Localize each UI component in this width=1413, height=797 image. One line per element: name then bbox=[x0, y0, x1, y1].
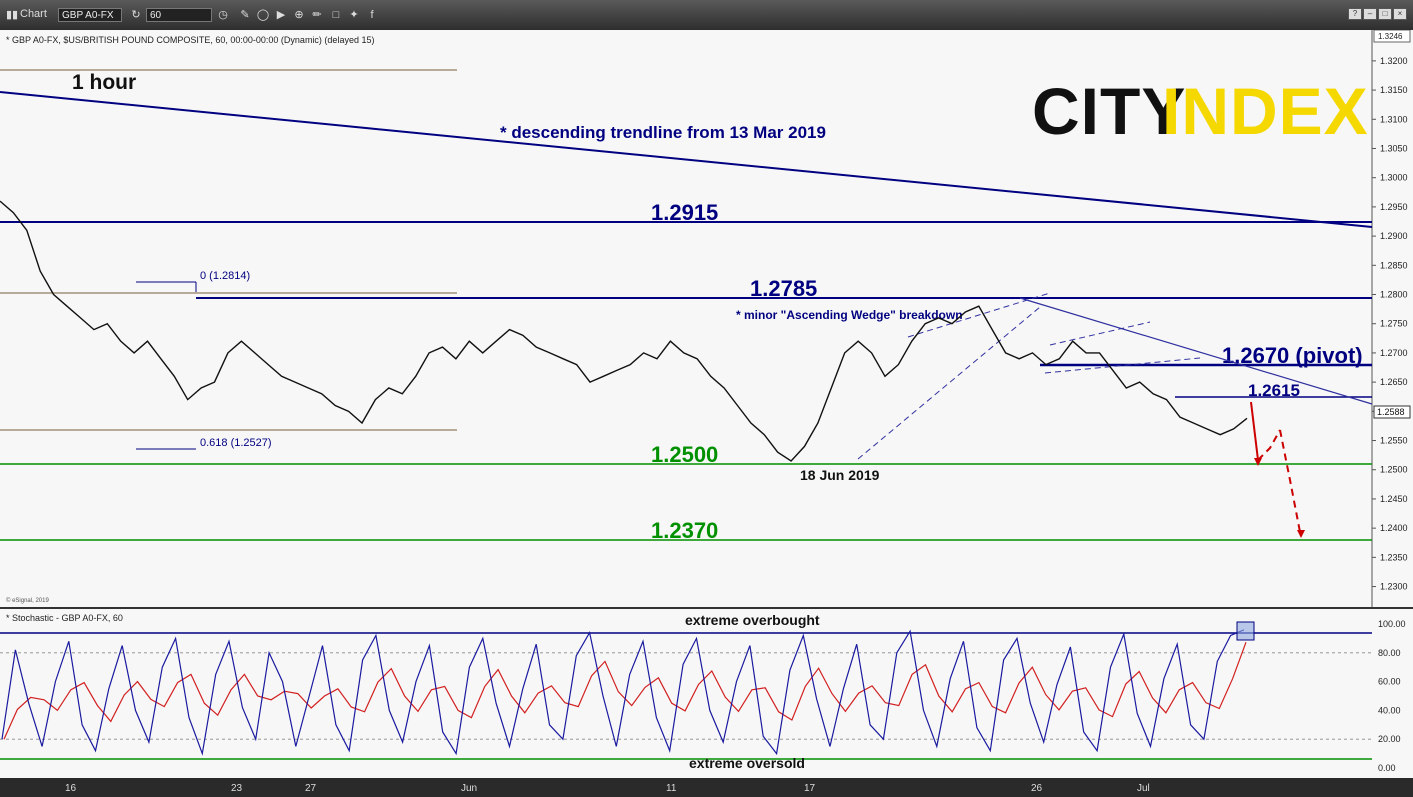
maximize-button[interactable]: □ bbox=[1378, 8, 1392, 20]
fib-bottom-label: 0.618 (1.2527) bbox=[200, 437, 272, 449]
brush-icon[interactable]: ✏ bbox=[312, 9, 322, 21]
label-1.2500: 1.2500 bbox=[651, 442, 718, 467]
label-1.2670: 1.2670 (pivot) bbox=[1222, 343, 1363, 368]
time-tick-label: 27 bbox=[305, 783, 317, 794]
stoch-tick-label: 80.00 bbox=[1378, 648, 1401, 658]
overbought-label: extreme overbought bbox=[685, 612, 820, 628]
symbol-input[interactable]: GBP A0-FX bbox=[58, 8, 122, 22]
interval-select[interactable]: 60 bbox=[146, 8, 212, 22]
time-tick-label: 16 bbox=[65, 783, 77, 794]
price-tick-label: 1.3100 bbox=[1380, 114, 1408, 124]
price-tick-label: 1.3200 bbox=[1380, 56, 1408, 66]
pencil-icon[interactable]: ✎ bbox=[240, 9, 250, 21]
price-tick-label: 1.2450 bbox=[1380, 494, 1408, 504]
price-tick-label: 1.2700 bbox=[1380, 348, 1408, 358]
window-controls: ? – □ × bbox=[1347, 3, 1407, 21]
time-tick-label: Jul bbox=[1137, 783, 1150, 794]
target-icon[interactable]: ⊕ bbox=[294, 9, 304, 21]
price-tick-label: 1.2500 bbox=[1380, 465, 1408, 475]
price-tick-label: 1.2400 bbox=[1380, 523, 1408, 533]
stoch-tick-label: 40.00 bbox=[1378, 705, 1401, 715]
price-tick-label: 1.3000 bbox=[1380, 173, 1408, 183]
chat-icon[interactable]: □ bbox=[332, 9, 340, 21]
price-tick-label: 1.2300 bbox=[1380, 582, 1408, 592]
wedge-label: * minor "Ascending Wedge" breakdown bbox=[736, 308, 963, 322]
stoch-highlight-box bbox=[1236, 621, 1255, 641]
price-tick-label: 1.3050 bbox=[1380, 143, 1408, 153]
price-tick-label: 1.2750 bbox=[1380, 319, 1408, 329]
price-tick-label: 1.2550 bbox=[1380, 436, 1408, 446]
fib-top-label: 0 (1.2814) bbox=[200, 270, 250, 282]
price-tick-label: 1.2800 bbox=[1380, 290, 1408, 300]
descending-trendline bbox=[0, 91, 1373, 228]
projection-arrowhead-2 bbox=[1297, 530, 1305, 538]
oversold-label: extreme oversold bbox=[689, 755, 805, 771]
label-1.2785: 1.2785 bbox=[750, 276, 817, 301]
time-tick-label: 11 bbox=[666, 783, 677, 794]
minor-trendline bbox=[1019, 297, 1373, 405]
main-header: * GBP A0-FX, $US/BRITISH POUND COMPOSITE… bbox=[6, 35, 374, 45]
time-tick-label: 17 bbox=[804, 783, 816, 794]
time-tick-label: Jun bbox=[461, 783, 477, 794]
time-axis bbox=[0, 778, 1413, 797]
time-tick-label: 23 bbox=[231, 783, 243, 794]
app-label: Chart bbox=[20, 8, 47, 20]
timeframe-label: 1 hour bbox=[72, 71, 136, 94]
stoch-header: * Stochastic - GBP A0-FX, 60 bbox=[6, 613, 123, 623]
credit-text: © eSignal, 2019 bbox=[6, 597, 49, 604]
stoch-panel bbox=[0, 609, 1372, 778]
price-chart: 16 23 27 Jun 11 17 26 Jul 1.3200 1.3150 1.3100 1.3… bbox=[0, 30, 1413, 797]
clock-icon[interactable]: ◷ bbox=[218, 9, 228, 21]
refresh-icon[interactable]: ↻ bbox=[131, 9, 141, 21]
last-price-marker: 1.2588 bbox=[1377, 407, 1405, 417]
play-icon[interactable]: ▶ bbox=[276, 9, 286, 21]
facebook-icon[interactable]: f bbox=[370, 9, 374, 21]
price-tick-label: 1.2850 bbox=[1380, 260, 1408, 270]
stoch-tick-label: 60.00 bbox=[1378, 677, 1401, 687]
stoch-tick-label: 20.00 bbox=[1378, 734, 1401, 744]
low-date-label: 18 Jun 2019 bbox=[800, 467, 880, 483]
price-axis-top: 1.3246 bbox=[1378, 32, 1403, 41]
main-panel bbox=[0, 30, 1372, 607]
label-1.2370: 1.2370 bbox=[651, 518, 718, 543]
close-button[interactable]: × bbox=[1393, 8, 1407, 20]
label-1.2615: 1.2615 bbox=[1248, 381, 1300, 400]
price-tick-label: 1.3150 bbox=[1380, 85, 1408, 95]
projection-arrowhead-1 bbox=[1254, 458, 1262, 466]
minimize-button[interactable]: – bbox=[1363, 8, 1377, 20]
stoch-tick-label: 100.00 bbox=[1378, 619, 1406, 629]
projection-path bbox=[1250, 401, 1301, 533]
label-1.2915: 1.2915 bbox=[651, 200, 718, 225]
stoch-k-line bbox=[1, 629, 1245, 756]
price-tick-label: 1.2350 bbox=[1380, 552, 1408, 562]
trendline-label: * descending trendline from 13 Mar 2019 bbox=[500, 123, 826, 142]
price-tick-label: 1.2650 bbox=[1380, 377, 1408, 387]
chart-toolbar: ▮▮ Chart GBP A0-FX 60 ↻ ◷ ✎ ◯ ▶ ⊕ ✏ □ ✦ … bbox=[0, 0, 1413, 31]
twitter-icon[interactable]: ✦ bbox=[349, 9, 359, 21]
price-tick-label: 1.2950 bbox=[1380, 202, 1408, 212]
help-button[interactable]: ? bbox=[1348, 8, 1362, 20]
price-series bbox=[0, 200, 1248, 462]
price-tick-label: 1.2900 bbox=[1380, 231, 1408, 241]
logo-city: CITY bbox=[1032, 74, 1186, 148]
logo-index: INDEX bbox=[1162, 74, 1369, 148]
chart-icon[interactable]: ▮▮ bbox=[6, 9, 19, 21]
time-tick-label: 26 bbox=[1031, 783, 1043, 794]
circle-icon[interactable]: ◯ bbox=[256, 9, 270, 21]
stoch-tick-label: 0.00 bbox=[1378, 763, 1396, 773]
price-axis bbox=[1372, 30, 1413, 607]
